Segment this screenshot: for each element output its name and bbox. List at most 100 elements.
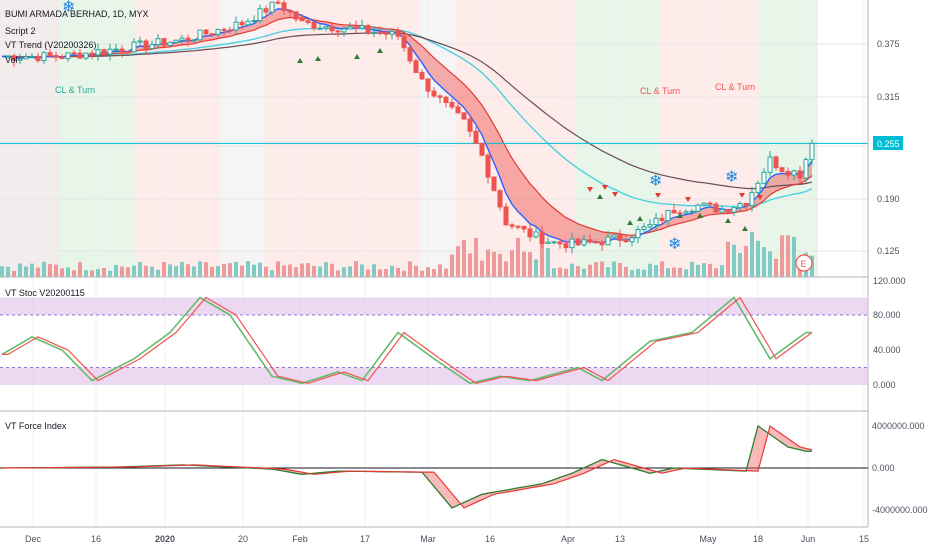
candle-body [275, 1, 281, 4]
script-legend[interactable]: Script 2 [5, 26, 36, 36]
volume-bar [558, 267, 562, 277]
stoc-pane [0, 296, 868, 385]
volume-bar [648, 263, 652, 277]
candle-body [161, 38, 167, 46]
volume-bar [396, 267, 400, 277]
force-tick-label: 0.000 [872, 463, 895, 473]
time-tick-label: 13 [615, 534, 625, 544]
volume-bar [96, 269, 100, 277]
volume-bar [702, 263, 706, 277]
force-tick-label: -4000000.000 [872, 505, 928, 515]
time-tick-label: Feb [292, 534, 308, 544]
candle-body [323, 26, 329, 29]
volume-bar [186, 264, 190, 277]
candle-body [527, 228, 533, 238]
volume-bar [570, 263, 574, 277]
volume-bar [636, 268, 640, 277]
candle-body [545, 241, 551, 244]
price-candles[interactable] [5, 0, 815, 254]
stoc-tick-label: 120.000 [873, 276, 906, 286]
candle-body [713, 203, 719, 213]
stoc-tick-label: 40.000 [873, 345, 901, 355]
candle-body [347, 26, 353, 30]
volume-bar [528, 252, 532, 277]
buy-signal-marker [627, 220, 633, 225]
candle-body [665, 209, 671, 222]
time-tick-label: May [699, 534, 717, 544]
volume-bar [372, 264, 376, 277]
candle-body [599, 241, 605, 246]
volume-bar [378, 269, 382, 277]
candle-body [311, 21, 317, 29]
candle-body [539, 231, 545, 244]
volume-bar [432, 269, 436, 277]
volume-bar [126, 267, 130, 277]
volume-bar [684, 269, 688, 277]
stoc-legend[interactable]: VT Stoc V20200115 [5, 288, 85, 298]
candle-body [65, 52, 71, 60]
sell-signal-marker [612, 192, 618, 197]
candle-body [755, 182, 761, 193]
candle-body [443, 96, 449, 104]
volume-bar [288, 264, 292, 277]
time-tick-label: Dec [25, 534, 42, 544]
price-tick-label: 0.375 [877, 39, 900, 49]
snowflake-icon: ❄ [725, 169, 738, 186]
candle-body [413, 60, 419, 73]
volume-bar [150, 266, 154, 277]
volume-bar [738, 252, 742, 277]
volume-bar [492, 251, 496, 277]
candle-body [17, 58, 23, 61]
candle-body [299, 18, 305, 22]
cl-turn-label: CL & Turn [640, 86, 680, 96]
candle-body [521, 225, 527, 230]
candle-body [671, 209, 677, 214]
force-legend[interactable]: VT Force Index [5, 421, 67, 431]
buy-signal-marker [742, 226, 748, 231]
volume-bar [534, 259, 538, 277]
volume-bar [336, 270, 340, 277]
sell-signal-marker [587, 187, 593, 192]
volume-bar [726, 241, 730, 277]
candle-body [731, 207, 737, 213]
candle-body [77, 52, 83, 59]
volume-bar [618, 262, 622, 277]
candle-body [143, 40, 149, 50]
force-slow-line [1, 425, 813, 509]
volume-bar [228, 263, 232, 277]
candle-body [515, 225, 521, 228]
candle-body [155, 38, 161, 46]
sell-signal-marker [757, 195, 763, 200]
candle-body [497, 190, 503, 208]
trend-legend[interactable]: VT Trend (V20200326) [5, 40, 96, 50]
candle-body [557, 241, 563, 245]
symbol-title[interactable]: BUMI ARMADA BERHAD, 1D, MYX [5, 9, 149, 19]
time-tick-label: 2020 [155, 534, 175, 544]
candle-body [623, 239, 629, 243]
candle-body [485, 154, 491, 178]
volume-bars [0, 232, 814, 277]
volume-bar [666, 268, 670, 277]
candle-body [617, 234, 623, 241]
candle-body [533, 231, 539, 238]
candle-body [179, 37, 185, 41]
volume-bar [84, 270, 88, 277]
stoc-k-line [1, 296, 812, 385]
volume-bar [438, 264, 442, 277]
candle-body [29, 55, 35, 58]
volume-bar [732, 244, 736, 277]
volume-bar [540, 239, 544, 277]
vol-legend[interactable]: Vol [5, 55, 18, 65]
volume-bar [30, 263, 34, 277]
last-price-value: 0.255 [877, 139, 900, 149]
candle-body [581, 239, 587, 246]
volume-bar [102, 267, 106, 277]
candle-body [503, 206, 509, 226]
volume-bar [462, 239, 466, 277]
candle-body [395, 30, 401, 37]
volume-bar [606, 267, 610, 277]
candle-body [233, 21, 239, 31]
sell-signal-marker [655, 193, 661, 198]
earnings-badge[interactable]: E [795, 254, 813, 272]
